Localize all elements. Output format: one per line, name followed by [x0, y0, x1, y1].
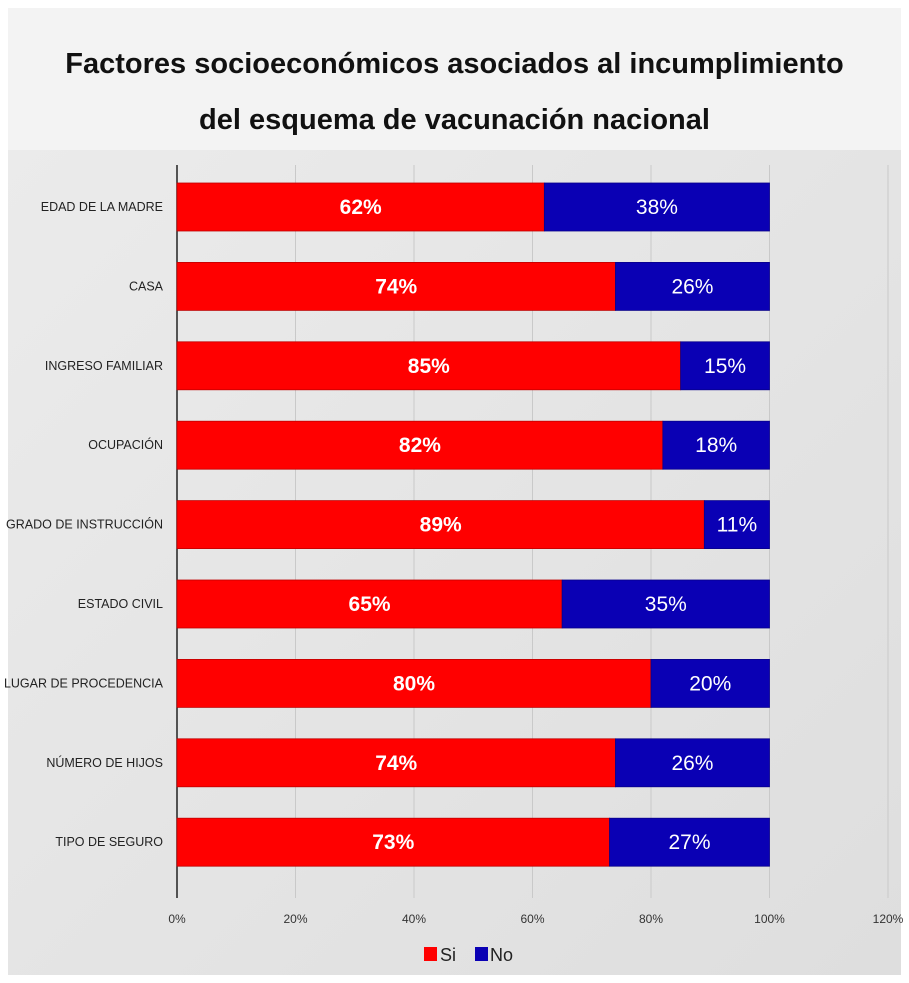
data-label: 65%	[349, 593, 391, 616]
category-label: CASA	[129, 279, 164, 293]
bar-no-segment	[662, 420, 770, 470]
bar-si-segment	[176, 817, 610, 867]
data-label: 62%	[340, 196, 382, 219]
category-label: OCUPACIÓN	[88, 437, 163, 452]
data-label: 11%	[717, 514, 757, 537]
bar-si-segment	[176, 182, 545, 232]
data-label: 27%	[668, 831, 710, 854]
data-label: 38%	[636, 196, 678, 219]
x-tick-label: 40%	[402, 912, 426, 926]
data-label: 15%	[704, 355, 746, 378]
data-label: 74%	[375, 275, 417, 298]
category-label: LUGAR DE PROCEDENCIA	[4, 676, 164, 690]
x-tick-label: 120%	[873, 912, 904, 926]
bar-si-segment	[176, 341, 682, 391]
bar-si-segment	[176, 738, 616, 788]
bar-no-segment	[609, 817, 770, 867]
bar-no-segment	[703, 500, 770, 550]
data-label: 82%	[399, 434, 441, 457]
legend-label: No	[490, 945, 513, 965]
x-tick-label: 100%	[754, 912, 785, 926]
x-tick-labels: 0% 20% 40% 60% 80% 100% 120%	[168, 912, 903, 926]
chart-title: Factores socioeconómicos asociados al in…	[8, 8, 901, 150]
category-label: INGRESO FAMILIAR	[45, 359, 163, 373]
data-label: 26%	[671, 275, 713, 298]
data-label: 18%	[695, 434, 737, 457]
bar-no-segment	[543, 182, 770, 232]
bar-si-segment	[176, 579, 563, 629]
data-label: 89%	[420, 514, 462, 537]
x-tick-label: 20%	[283, 912, 307, 926]
category-labels: EDAD DE LA MADRE CASA INGRESO FAMILIAR OCUP…	[4, 200, 164, 849]
data-label: 85%	[408, 355, 450, 378]
data-label: 35%	[645, 593, 687, 616]
legend-label: Si	[440, 945, 456, 965]
x-tick-label: 60%	[520, 912, 544, 926]
legend-swatch	[424, 947, 437, 961]
data-label: 74%	[375, 752, 417, 775]
legend: Si No	[424, 945, 513, 965]
bars: 62% 38% 74% 26% 85% 15% 82% 18% 89% 11% 65% 35% 80% 2…	[176, 182, 770, 867]
category-label: EDAD DE LA MADRE	[41, 200, 163, 214]
category-label: TIPO DE SEGURO	[55, 835, 163, 849]
data-label: 20%	[689, 672, 731, 695]
x-tick-label: 80%	[639, 912, 663, 926]
data-label: 80%	[393, 672, 435, 695]
data-label: 26%	[671, 752, 713, 775]
chart-title-line-2: del esquema de vacunación nacional	[199, 104, 710, 136]
data-label: 73%	[372, 831, 414, 854]
bar-no-segment	[680, 341, 770, 391]
bar-si-segment	[176, 420, 664, 470]
bar-si-segment	[176, 261, 616, 311]
bar-no-segment	[615, 738, 770, 788]
legend-swatch	[475, 947, 488, 961]
category-label: ESTADO CIVIL	[78, 597, 163, 611]
chart-title-line-1: Factores socioeconómicos asociados al in…	[65, 48, 844, 80]
bar-no-segment	[650, 659, 770, 708]
bar-no-segment	[561, 579, 770, 629]
category-label: GRADO DE INSTRUCCIÓN	[6, 517, 163, 532]
bar-si-segment	[176, 500, 705, 550]
category-label: NÚMERO DE HIJOS	[46, 755, 163, 770]
x-tick-label: 0%	[168, 912, 186, 926]
bar-no-segment	[615, 261, 770, 311]
